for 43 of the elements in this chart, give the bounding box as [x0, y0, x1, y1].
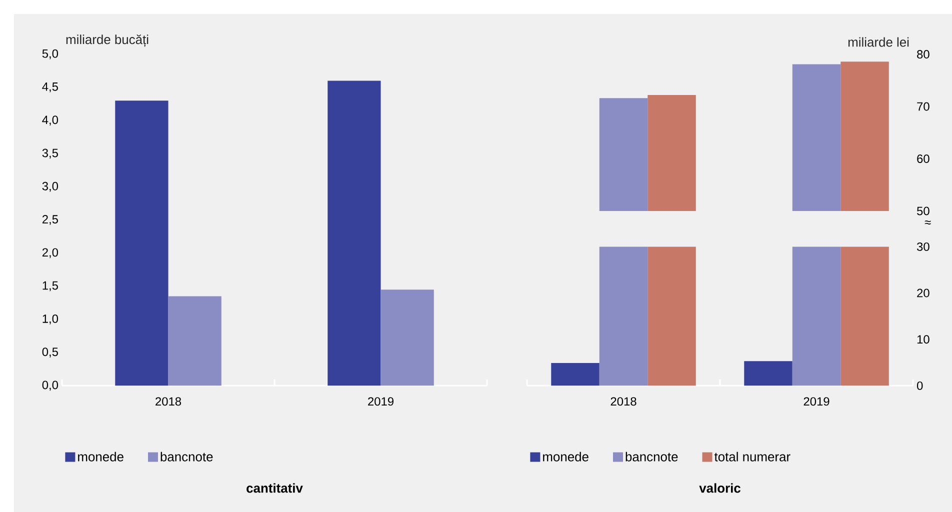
bar [328, 80, 381, 386]
bar [551, 362, 600, 386]
y-tick-label: 30 [916, 242, 930, 251]
bar [792, 246, 841, 386]
text: ≈ [924, 220, 931, 224]
y-tick-label: 20 [917, 288, 930, 298]
x-tick-label: 2018 [156, 397, 182, 406]
bar [115, 100, 168, 386]
x-tick-label: 2019 [368, 397, 394, 406]
y-tick-label: 2,0 [42, 248, 58, 258]
y-tick-label: 0,0 [42, 380, 58, 391]
legend-label: bancnote [626, 452, 678, 462]
bar [648, 246, 696, 386]
y-tick-label: 3,0 [42, 182, 58, 192]
x-tick-label: 2019 [804, 397, 830, 406]
y-tick-label: 0,5 [42, 348, 58, 358]
y-axis-title: miliarde bucăți [66, 34, 148, 47]
y-tick-label: 2,5 [42, 215, 58, 225]
y-tick-label: 4,0 [42, 116, 58, 126]
y-tick-label: 1,0 [42, 314, 58, 324]
bar [599, 246, 648, 386]
y-tick-label: 3,5 [42, 148, 58, 159]
y-tick-label: 70 [917, 102, 930, 111]
y-tick-label: 0 [917, 381, 923, 390]
y-tick-label: 60 [917, 154, 930, 163]
bar [168, 296, 222, 386]
y-tick-label: 80 [917, 50, 930, 59]
y-axis-title: miliarde lei [848, 37, 909, 47]
bar [744, 361, 792, 386]
y-tick-label: 5,0 [42, 49, 58, 60]
bar [380, 290, 434, 386]
y-tick-label: 50 [917, 206, 930, 216]
y-tick-label: 4,5 [42, 82, 58, 92]
x-tick-label: 2018 [610, 397, 636, 406]
legend-label: monede [543, 452, 588, 462]
bar [840, 246, 889, 386]
legend-label: monede [78, 452, 124, 462]
legend-label: total numerar [714, 452, 790, 462]
text: cantitativ [246, 483, 303, 493]
y-tick-label: 1,5 [42, 281, 58, 292]
legend-label: bancnote [160, 452, 213, 462]
text: valoric [699, 483, 741, 493]
y-tick-label: 10 [917, 335, 930, 344]
